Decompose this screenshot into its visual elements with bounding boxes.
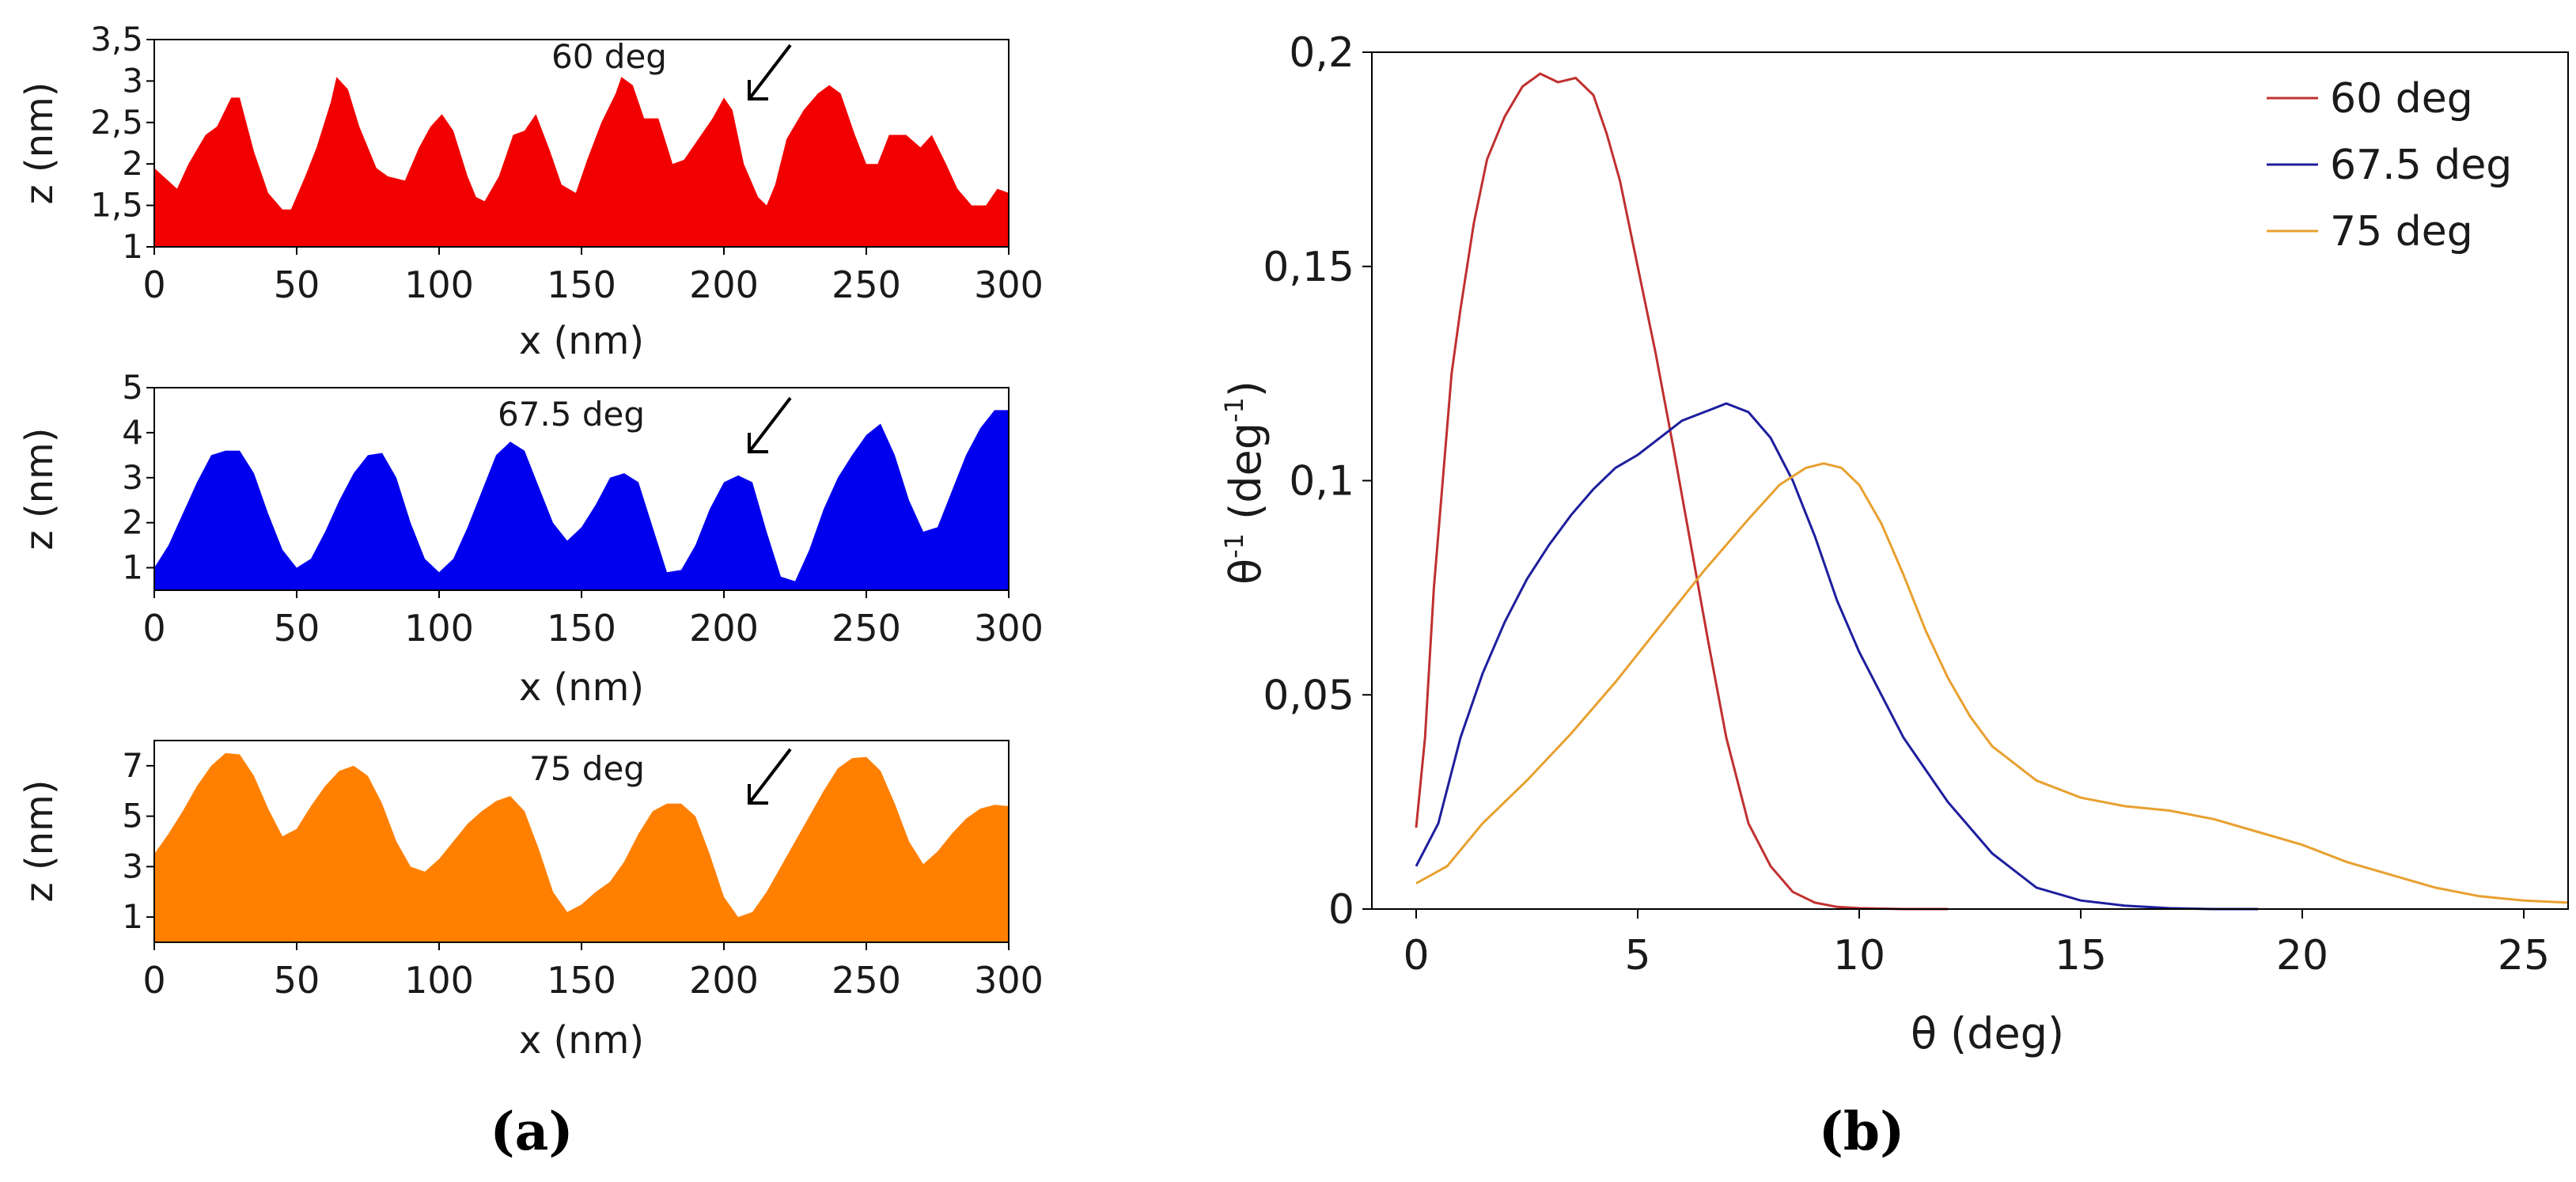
x-tick-label: 50 [274,959,320,1002]
y-tick-label: 0,05 [1263,672,1354,719]
arrow-icon [748,396,792,453]
y-tick-label: 3,5 [90,20,143,59]
y-tick-label: 1 [122,897,143,936]
y-tick-label: 1 [122,227,143,266]
profile-area-67-5deg [154,410,1009,590]
x-tick-label: 250 [832,607,901,650]
x-tick-label: 300 [974,607,1044,650]
y-tick-label: 0,15 [1263,244,1354,291]
x-tick-label: 200 [689,263,759,306]
x-tick-label: 15 [2055,932,2107,979]
y-tick-label: 7 [122,746,143,785]
x-tick-label: 25 [2498,932,2550,979]
profile-plot-67-5deg: 1 2 3 4 5 0 50 100 150 200 250 300 67.5 deg x (nm)… [17,368,1044,710]
legend-label: 67.5 deg [2330,142,2512,189]
y-tick-label: 3 [122,847,143,885]
x-tick-label: 250 [832,263,901,306]
profile-area-75deg [154,752,1009,942]
x-tick-label: 5 [1624,932,1650,979]
arrow-icon [748,748,792,805]
series-line [1415,462,2569,904]
annotation-label: 75 deg [529,749,645,788]
y-tick-label: 2,5 [90,103,143,142]
x-tick-label: 150 [547,607,616,650]
x-tick-label: 0 [1403,932,1429,979]
x-axis-label: θ (deg) [1911,1009,2064,1059]
x-tick-label: 0 [142,607,165,650]
y-tick-label: 1,5 [90,186,143,225]
x-tick-label: 100 [404,263,474,306]
angle-distribution-plot: 0 0,05 0,1 0,15 0,2 0 5 10 15 20 25 θ (deg) θ-1 (… [1219,29,2569,1059]
x-tick-label: 150 [547,959,616,1002]
panel-label-b: (b) [1819,1101,1905,1162]
x-tick-label: 0 [142,263,165,306]
annotation-label: 60 deg [551,37,667,76]
y-tick-label: 2 [122,144,143,183]
y-tick-label: 3 [122,61,143,100]
x-tick-label: 300 [974,959,1044,1002]
profile-plot-75deg: 1 3 5 7 0 50 100 150 200 250 300 75 deg x (nm) z … [17,740,1044,1063]
x-tick-label: 150 [547,263,616,306]
legend-label: 60 deg [2330,75,2473,123]
legend: 60 deg 67.5 deg 75 deg [2267,75,2512,256]
x-tick-label: 100 [404,607,474,650]
y-axis-label: z (nm) [17,427,62,550]
profile-area-60deg [154,77,1009,247]
x-tick-label: 250 [832,959,901,1002]
x-axis-label: x (nm) [519,319,644,363]
y-tick-label: 0 [1328,886,1354,934]
x-tick-label: 0 [142,959,165,1002]
y-tick-label: 5 [122,368,143,407]
y-axis-label: z (nm) [17,81,62,204]
y-tick-label: 3 [122,458,143,497]
x-tick-label: 20 [2276,932,2328,979]
y-tick-label: 0,1 [1289,458,1354,506]
x-tick-label: 200 [689,959,759,1002]
x-tick-label: 50 [274,263,320,306]
arrow-icon [748,44,792,100]
y-axis-label: z (nm) [17,779,62,902]
series-line [1415,402,2258,911]
x-axis-label: x (nm) [519,665,644,710]
y-tick-label: 5 [122,797,143,835]
x-tick-label: 100 [404,959,474,1002]
y-tick-label: 1 [122,548,143,587]
x-tick-label: 50 [274,607,320,650]
series-line [1415,72,1948,911]
y-tick-label: 4 [122,413,143,452]
y-tick-label: 2 [122,503,143,542]
x-tick-label: 300 [974,263,1044,306]
profile-plot-60deg: 11,522,533,5 0 50 100 150 200 250 300 60 deg x… [17,20,1044,363]
y-axis-label: θ-1 (deg-1) [1219,381,1271,585]
legend-label: 75 deg [2330,208,2473,256]
x-tick-label: 10 [1833,932,1885,979]
annotation-label: 67.5 deg [498,395,645,434]
x-tick-label: 200 [689,607,759,650]
panel-label-a: (a) [490,1101,573,1162]
y-tick-label: 0,2 [1289,29,1354,77]
x-axis-label: x (nm) [519,1018,644,1063]
